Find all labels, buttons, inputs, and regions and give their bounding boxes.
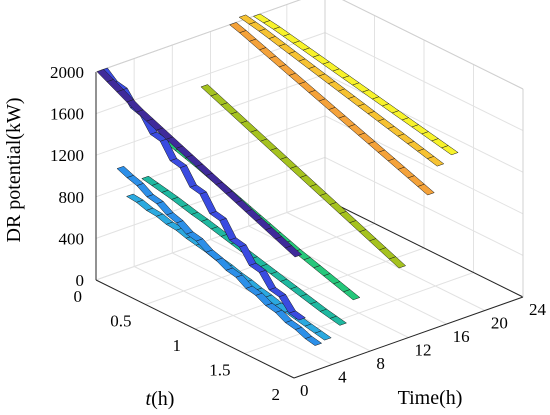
y-tick-label: 0 [74,287,83,306]
y-tick-label: 2 [272,385,281,404]
ribbon-patch [136,183,154,198]
y-axis-title-var: t [146,388,152,410]
x-tick-label: 20 [491,314,508,333]
grid-line-side-wall-z [324,32,524,132]
axis-edge-top-side [342,0,524,90]
x-tick-label: 0 [300,381,309,400]
grid-line-floor-y [244,272,474,354]
y-tick-label: 0.5 [110,312,131,331]
ribbon-patch [200,84,219,97]
grid-line-floor-y [194,247,425,330]
grid-line-side-wall-z [324,73,524,173]
x-tick-label: 12 [415,341,432,360]
ribbon-patch [238,14,257,25]
ribbon-series [252,13,459,156]
grid-line-side-wall-z [324,156,524,256]
ribbon-patch [116,165,135,178]
ribbon-series [238,14,445,167]
z-tick-label: 1600 [50,105,84,124]
grid-line-back-wall-z [95,156,326,239]
axis-line-y [95,279,295,379]
ribbon-patch [179,165,197,188]
ribbon-series [229,22,435,196]
ribbon-patch [141,175,159,186]
y-tick-label: 1.5 [209,361,230,380]
z-axis-title: DR potential(kW) [3,98,25,243]
axis-edge-top-back [95,0,302,73]
ribbons [96,13,459,346]
axis-edge-floor-right [324,198,524,298]
x-tick-label: 8 [376,354,385,373]
ribbon-patch [199,191,217,214]
y-axis-title: t(h) [146,388,175,410]
ribbon-series [116,165,323,346]
ribbon-patch [252,13,271,24]
grid-line-back-wall-z [95,73,326,156]
x-axis-title: Time(h) [398,387,463,409]
y-axis-title-unit: (h) [151,388,174,410]
ribbon-series [96,69,303,258]
x-tick-label: 16 [453,327,470,346]
z-tick-label: 1200 [50,146,84,165]
ribbon-series [141,175,348,326]
z-tick-label: 800 [59,188,85,207]
ribbon-series [200,84,407,269]
z-tick-label: 400 [59,229,85,248]
z-tick-label: 0 [76,271,85,290]
ribbon-patch [96,69,114,83]
y-tick-label: 1 [173,336,182,355]
x-tick-label: 4 [338,368,347,387]
z-tick-label: 2000 [50,63,84,82]
ribbon-patch [125,193,144,203]
ribbon-patch [229,22,247,34]
axis-line-x [293,296,524,379]
grid-line-floor-y [95,198,326,281]
x-tick-label: 24 [529,300,547,319]
